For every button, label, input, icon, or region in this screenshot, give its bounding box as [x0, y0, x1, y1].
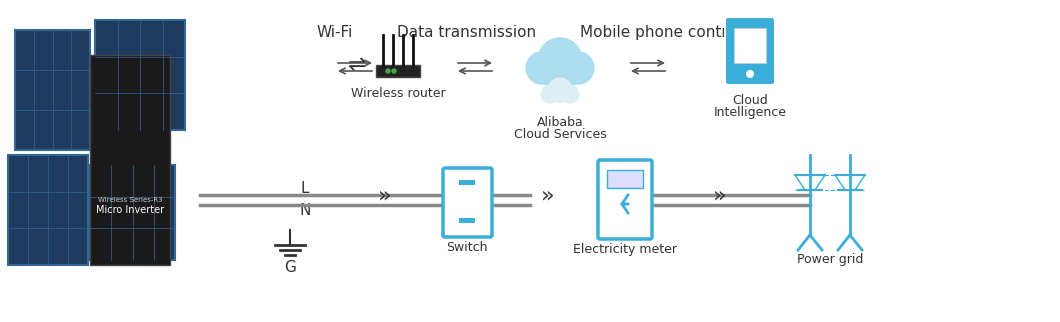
Text: Mobile phone control: Mobile phone control — [580, 24, 741, 40]
Text: Wireless router: Wireless router — [351, 87, 445, 99]
Circle shape — [562, 52, 594, 84]
Text: »: » — [713, 185, 727, 205]
Text: Cloud: Cloud — [732, 93, 767, 107]
Text: Wireless Series-R3: Wireless Series-R3 — [98, 197, 162, 203]
Text: Micro Inverter: Micro Inverter — [96, 205, 164, 215]
Text: L: L — [301, 181, 310, 195]
Text: Cloud Services: Cloud Services — [514, 128, 606, 140]
Circle shape — [538, 58, 566, 86]
Text: Switch: Switch — [446, 241, 488, 253]
Circle shape — [538, 38, 582, 82]
Text: ⇌: ⇌ — [348, 55, 367, 75]
Circle shape — [392, 69, 396, 73]
Text: Power grid: Power grid — [797, 253, 863, 267]
Bar — [8, 155, 88, 265]
Text: Electricity meter: Electricity meter — [573, 242, 677, 255]
Bar — [15, 30, 90, 150]
Text: GPRS: GPRS — [614, 220, 636, 229]
Circle shape — [554, 58, 582, 86]
Circle shape — [386, 69, 390, 73]
Bar — [734, 28, 766, 63]
Text: »: » — [542, 185, 554, 205]
Bar — [90, 165, 175, 260]
Bar — [459, 180, 475, 185]
Text: »: » — [378, 185, 392, 205]
Text: G: G — [284, 260, 296, 274]
Bar — [90, 55, 170, 265]
Circle shape — [561, 85, 579, 103]
Text: APP: APP — [728, 35, 772, 54]
Bar — [95, 20, 186, 130]
Text: Alibaba: Alibaba — [536, 116, 583, 128]
Bar — [459, 218, 475, 223]
Circle shape — [526, 52, 558, 84]
Bar — [376, 65, 420, 77]
Text: Intelligence: Intelligence — [713, 106, 787, 118]
Circle shape — [541, 85, 559, 103]
Circle shape — [548, 78, 572, 102]
FancyBboxPatch shape — [598, 160, 652, 239]
Text: Data transmission: Data transmission — [398, 24, 536, 40]
Text: N: N — [299, 203, 311, 217]
Text: Wi-Fi: Wi-Fi — [317, 24, 353, 40]
FancyBboxPatch shape — [725, 17, 775, 85]
FancyBboxPatch shape — [443, 168, 492, 237]
Circle shape — [746, 70, 754, 78]
Bar — [607, 170, 643, 188]
